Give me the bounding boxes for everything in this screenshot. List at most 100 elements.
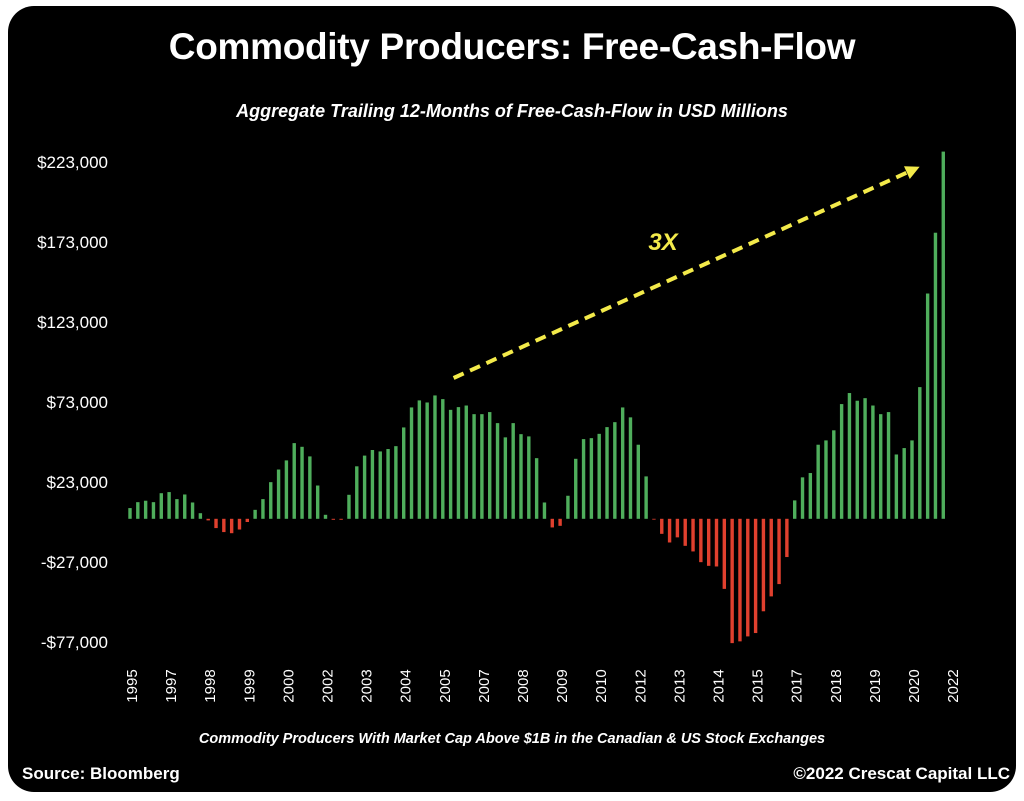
bar <box>644 476 648 519</box>
bar <box>581 439 586 519</box>
bar <box>409 407 414 519</box>
bar <box>675 518 680 538</box>
bar <box>824 440 828 519</box>
bar <box>550 518 554 528</box>
bar <box>605 427 609 519</box>
bar <box>941 151 945 519</box>
trend-arrow-line <box>452 169 910 380</box>
y-tick-label: $223,000 <box>37 153 108 172</box>
bar <box>769 518 773 597</box>
bar <box>464 405 468 519</box>
chart-subtitle: Aggregate Trailing 12-Months of Free-Cas… <box>236 101 788 121</box>
bar <box>527 436 531 519</box>
annotations: 3X <box>452 166 920 380</box>
x-tick-label: 2017 <box>789 669 806 702</box>
bar <box>925 293 930 519</box>
bar <box>886 412 891 519</box>
bar <box>355 466 359 519</box>
chart-title: Commodity Producers: Free-Cash-Flow <box>168 26 856 67</box>
bar <box>198 513 203 519</box>
x-tick-label: 2002 <box>320 669 337 702</box>
bar <box>933 232 938 519</box>
y-tick-label: $123,000 <box>37 313 108 332</box>
copyright-label: ©2022 Crescat Capital LLC <box>793 764 1010 783</box>
bar <box>300 446 304 519</box>
x-tick-label: 2000 <box>280 669 297 702</box>
bar <box>362 455 367 519</box>
bar <box>167 492 171 519</box>
bar <box>386 449 390 519</box>
x-tick-label: 2014 <box>711 669 728 702</box>
x-tick-label: 2013 <box>671 669 688 702</box>
bar <box>448 409 453 519</box>
bar <box>738 518 742 642</box>
x-tick-label: 2012 <box>632 669 649 702</box>
bar <box>613 422 617 519</box>
x-tick-label: 1998 <box>202 669 219 702</box>
bar <box>589 438 594 519</box>
bar <box>308 456 312 519</box>
bar <box>628 417 633 519</box>
bar <box>206 518 210 521</box>
bar <box>441 399 445 519</box>
x-tick-label: 2003 <box>359 669 376 702</box>
bar <box>261 499 265 519</box>
bar <box>128 508 132 519</box>
x-tick-label: 2020 <box>906 669 923 702</box>
bar <box>753 518 758 634</box>
bar <box>730 518 734 644</box>
bar <box>534 458 539 519</box>
bar <box>339 518 343 520</box>
bar <box>253 509 257 519</box>
bar <box>276 469 281 519</box>
x-tick-label: 2015 <box>750 669 767 702</box>
y-tick-label: $73,000 <box>47 393 108 412</box>
bar <box>175 499 179 519</box>
bar <box>918 387 922 519</box>
bar <box>558 518 562 526</box>
bar <box>808 473 813 519</box>
bar <box>269 482 273 519</box>
bar <box>902 448 906 519</box>
bar <box>519 434 523 519</box>
bar <box>159 493 163 519</box>
bar <box>832 430 836 519</box>
x-tick-label: 1999 <box>241 669 258 702</box>
bar <box>151 502 156 519</box>
x-tick-label: 2005 <box>437 669 454 702</box>
bar <box>190 502 195 519</box>
source-label: Source: Bloomberg <box>22 764 180 783</box>
bar <box>839 404 844 519</box>
bar <box>566 495 570 519</box>
bar <box>245 518 249 522</box>
bar <box>378 451 382 519</box>
bar <box>683 518 687 546</box>
x-tick-label: 2019 <box>867 669 884 702</box>
bar <box>456 407 461 519</box>
y-tick-label: $23,000 <box>47 473 108 492</box>
bar <box>667 518 672 543</box>
bar <box>652 518 656 520</box>
x-tick-label: 1997 <box>163 669 180 702</box>
bar <box>816 444 820 519</box>
bar <box>315 485 320 519</box>
x-axis: 1995 1997 1998 1999 2000 2002 2003 2004 2005 2007… <box>124 669 962 702</box>
bar <box>620 407 625 519</box>
bar <box>222 518 226 533</box>
bar <box>402 427 406 519</box>
x-tick-label: 2009 <box>554 669 571 702</box>
bar <box>800 477 805 519</box>
bar <box>370 450 375 519</box>
x-tick-label: 1995 <box>124 669 141 702</box>
bar <box>136 502 140 519</box>
bar <box>894 454 899 519</box>
bar <box>183 494 187 519</box>
bar <box>879 414 883 519</box>
bar <box>284 460 289 519</box>
bar <box>785 518 789 558</box>
bar <box>722 518 727 589</box>
bar <box>480 414 484 519</box>
bar <box>855 400 859 519</box>
chart-footnote: Commodity Producers With Market Cap Abov… <box>198 731 826 747</box>
